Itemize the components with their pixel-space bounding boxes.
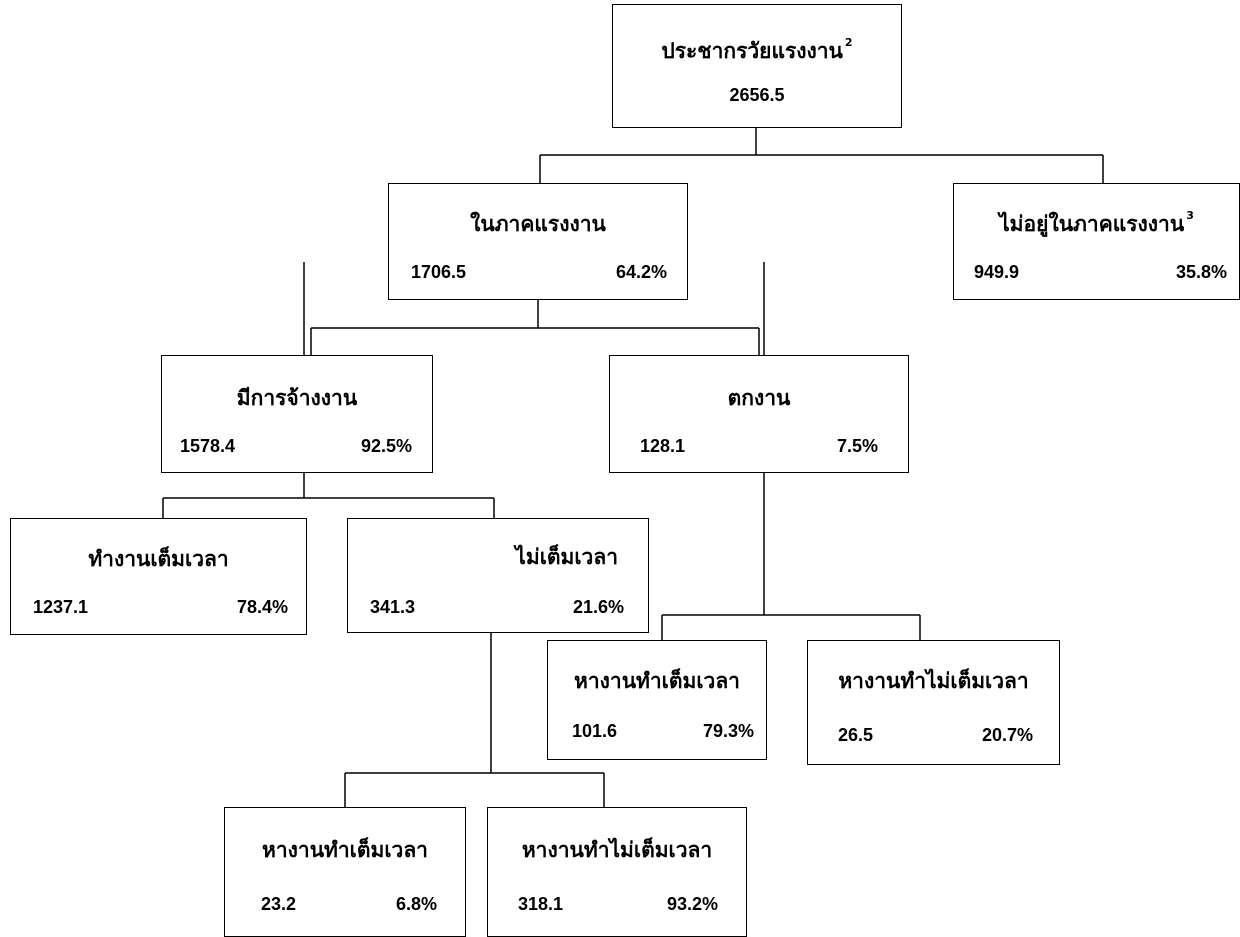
node-unemp-seek-full: หางานทำเต็มเวลา 101.6 79.3% xyxy=(547,640,767,760)
node-in-labor-force: ในภาคแรงงาน 1706.5 64.2% xyxy=(388,183,688,300)
node-working-age: ประชากรวัยแรงงาน 2 2656.5 xyxy=(612,4,902,128)
node-not-in-labor-force-label: ไม่อยู่ในภาคแรงงาน xyxy=(999,212,1185,236)
node-unemp-seek-part: หางานทำไม่เต็มเวลา 26.5 20.7% xyxy=(807,640,1060,765)
node-unemp-seek-full-label: หางานทำเต็มเวลา xyxy=(574,669,740,693)
node-working-age-label: ประชากรวัยแรงงาน xyxy=(661,39,843,63)
node-employed-value: 1578.4 xyxy=(180,436,236,456)
node-unemp-seek-full-percent: 79.3% xyxy=(702,721,754,741)
node-full-time-percent: 78.4% xyxy=(236,597,288,617)
node-working-age-value: 2656.5 xyxy=(729,85,785,105)
footnote-3: 3 xyxy=(1186,209,1194,222)
node-employed-label: มีการจ้างงาน xyxy=(236,386,358,410)
node-in-labor-force-label: ในภาคแรงงาน xyxy=(470,212,606,236)
node-part-time-percent: 21.6% xyxy=(572,597,624,617)
node-full-time: ทำงานเต็มเวลา 1237.1 78.4% xyxy=(10,518,307,635)
node-unemp-seek-part-value: 26.5 xyxy=(838,725,874,745)
node-pt-seek-full-label: หางานทำเต็มเวลา xyxy=(262,838,428,862)
node-pt-seek-full-percent: 6.8% xyxy=(395,894,437,914)
node-in-labor-force-percent: 64.2% xyxy=(615,262,667,282)
node-part-time-value: 341.3 xyxy=(370,597,416,617)
node-not-in-labor-force: ไม่อยู่ในภาคแรงงาน 3 949.9 35.8% xyxy=(953,183,1240,300)
node-full-time-value: 1237.1 xyxy=(33,597,89,617)
node-unemp-seek-full-value: 101.6 xyxy=(572,721,618,741)
node-pt-seek-part-value: 318.1 xyxy=(518,894,564,914)
node-part-time: ไม่เต็มเวลา 341.3 21.6% xyxy=(347,518,649,633)
node-unemp-seek-part-label: หางานทำไม่เต็มเวลา xyxy=(838,669,1029,693)
node-in-labor-force-value: 1706.5 xyxy=(411,262,467,282)
node-unemployed: ตกงาน 128.1 7.5% xyxy=(609,355,909,473)
footnote-2: 2 xyxy=(844,36,853,49)
node-unemp-seek-part-percent: 20.7% xyxy=(981,725,1033,745)
node-full-time-label: ทำงานเต็มเวลา xyxy=(88,547,229,571)
node-pt-seek-part-label: หางานทำไม่เต็มเวลา xyxy=(521,838,713,862)
node-not-in-labor-force-value: 949.9 xyxy=(974,262,1020,282)
node-part-time-label: ไม่เต็มเวลา xyxy=(515,545,618,569)
node-unemployed-percent: 7.5% xyxy=(836,436,878,456)
node-not-in-labor-force-percent: 35.8% xyxy=(1175,262,1227,282)
node-unemployed-label: ตกงาน xyxy=(727,386,791,410)
node-pt-seek-part-percent: 93.2% xyxy=(666,894,718,914)
node-employed-percent: 92.5% xyxy=(360,436,412,456)
node-unemployed-value: 128.1 xyxy=(640,436,686,456)
node-employed: มีการจ้างงาน 1578.4 92.5% xyxy=(161,355,433,473)
node-pt-seek-part: หางานทำไม่เต็มเวลา 318.1 93.2% xyxy=(487,807,747,937)
node-pt-seek-full: หางานทำเต็มเวลา 23.2 6.8% xyxy=(224,807,466,937)
node-pt-seek-full-value: 23.2 xyxy=(261,894,297,914)
